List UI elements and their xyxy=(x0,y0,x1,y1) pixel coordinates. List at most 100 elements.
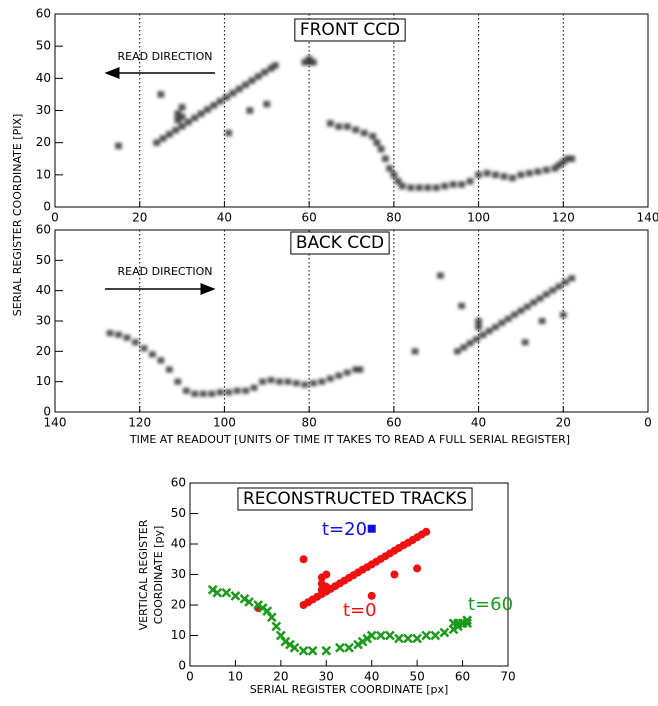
pixel xyxy=(432,184,440,191)
pixel xyxy=(157,357,165,364)
pixel xyxy=(411,348,419,355)
pixel xyxy=(174,110,182,117)
pixel xyxy=(485,327,493,335)
series-label: t=0 xyxy=(343,600,377,621)
track-pixels xyxy=(115,55,576,191)
pixel xyxy=(473,336,480,343)
pixel xyxy=(437,272,444,279)
title-box xyxy=(290,231,390,255)
point xyxy=(289,642,300,653)
plot-frame xyxy=(54,13,649,208)
pixel xyxy=(326,375,334,382)
pixel xyxy=(242,81,249,88)
pixel xyxy=(559,311,567,318)
point xyxy=(385,630,395,641)
x-tick-label: 80 xyxy=(386,211,401,225)
y-tick-label: 20 xyxy=(36,344,51,358)
pixel xyxy=(242,387,249,394)
pixel xyxy=(568,155,576,162)
pixel xyxy=(259,378,266,385)
y-tick-label: 20 xyxy=(171,598,186,612)
title-box xyxy=(294,18,406,42)
pixel xyxy=(555,161,563,169)
pixel xyxy=(271,62,279,69)
pixel xyxy=(267,377,275,384)
y-tick-label: 20 xyxy=(36,135,51,149)
y-tick-label: 40 xyxy=(171,537,186,551)
pixel xyxy=(386,165,394,172)
y-tick-label: 10 xyxy=(36,374,51,388)
pixel xyxy=(466,178,474,185)
pixel xyxy=(223,94,230,101)
point xyxy=(271,621,282,632)
point xyxy=(221,587,232,598)
pixel xyxy=(318,378,326,385)
pixel xyxy=(504,315,512,322)
pixel xyxy=(165,131,173,138)
pixel xyxy=(123,334,131,341)
point xyxy=(322,582,331,591)
chart-title: RECONSTRUCTED TRACKS xyxy=(243,489,467,509)
x-tick-label: 120 xyxy=(128,416,151,430)
pixel xyxy=(475,324,482,331)
point xyxy=(462,618,472,629)
point xyxy=(430,630,441,641)
x-axis-label: TIME AT READOUT [UNITS OF TIME IT TAKES … xyxy=(129,433,570,446)
point xyxy=(298,645,309,656)
pixel xyxy=(178,104,186,111)
pixel xyxy=(568,275,576,282)
pixel xyxy=(441,182,449,190)
y-axis-label: COORDINATE [py] xyxy=(152,526,165,625)
pixel xyxy=(182,387,190,394)
pixel xyxy=(185,118,192,126)
pixel xyxy=(551,165,559,172)
pixel xyxy=(511,311,518,318)
y-tick-label: 10 xyxy=(171,628,186,642)
pixel xyxy=(475,171,482,179)
pixel xyxy=(479,331,487,338)
pixel xyxy=(549,287,557,294)
pixel xyxy=(305,55,313,63)
pixel xyxy=(248,77,256,84)
x-tick-label: 40 xyxy=(471,416,486,430)
x-tick-label: 70 xyxy=(500,670,515,684)
pixel xyxy=(564,155,571,162)
x-tick-label: 120 xyxy=(552,211,575,225)
pixel xyxy=(115,331,122,338)
pixel xyxy=(293,380,300,387)
point xyxy=(230,590,241,601)
y-tick-label: 60 xyxy=(36,7,51,21)
x-tick-label: 20 xyxy=(132,211,147,225)
pixel xyxy=(235,85,243,93)
x-tick-label: 60 xyxy=(455,670,470,684)
pixel xyxy=(216,97,224,105)
chart-title: BACK CCD xyxy=(296,233,384,253)
pixel xyxy=(559,158,567,166)
pixel xyxy=(309,380,317,387)
pixel xyxy=(267,65,275,72)
point xyxy=(322,570,331,579)
series-label: t=60 xyxy=(468,594,513,615)
pixel xyxy=(483,170,491,177)
x-tick-label: 50 xyxy=(410,670,425,684)
x-tick-label: 100 xyxy=(467,211,490,225)
pixel xyxy=(254,73,262,80)
x-tick-label: 0 xyxy=(644,416,652,430)
plot-frame xyxy=(54,229,649,413)
y-tick-label: 50 xyxy=(36,39,51,53)
y-axis-label: SERIAL REGISTER COORDINATE [PIX] xyxy=(11,114,24,317)
y-tick-label: 40 xyxy=(36,71,51,85)
y-tick-label: 50 xyxy=(36,253,51,267)
y-tick-label: 10 xyxy=(36,167,51,181)
point xyxy=(390,570,399,579)
pixel xyxy=(555,283,563,290)
pixel xyxy=(174,116,182,124)
pixel xyxy=(225,389,233,396)
pixel xyxy=(460,344,468,351)
pixel xyxy=(498,319,506,326)
x-tick-label: 0 xyxy=(51,211,59,225)
pixel xyxy=(284,378,292,385)
title-box xyxy=(237,487,473,511)
y-tick-label: 60 xyxy=(171,476,186,490)
pixel xyxy=(526,170,533,177)
